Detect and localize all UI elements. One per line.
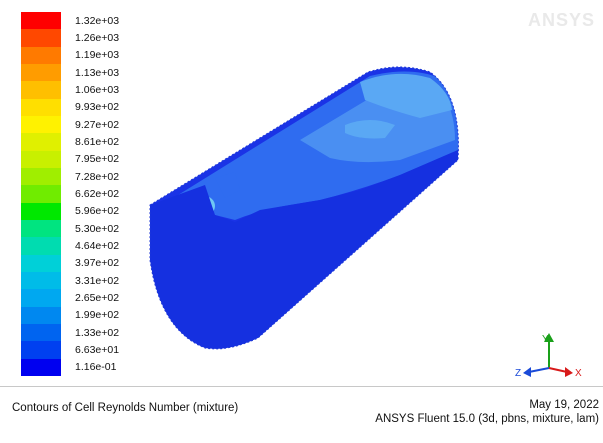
colormap-tick-label: 1.26e+03: [75, 32, 120, 44]
colormap-swatch: [21, 150, 61, 169]
colormap-tick-label: 1.32e+03: [75, 14, 120, 27]
colormap-tick-label: 8.61e+02: [75, 136, 120, 148]
colormap-tick-label: 3.97e+02: [75, 257, 120, 270]
colormap-swatch: [21, 254, 61, 273]
software-version: ANSYS Fluent 15.0 (3d, pbns, mixture, la…: [375, 413, 599, 425]
colormap-swatch: [21, 324, 61, 342]
colormap-swatch: [21, 64, 61, 82]
colormap-tick-label: 2.65e+02: [75, 292, 120, 304]
colormap-swatch: [21, 12, 61, 30]
colormap-swatch: [21, 29, 61, 48]
colormap-tick-label: 1.33e+02: [75, 326, 120, 339]
colormap-swatch: [21, 202, 61, 221]
ansys-watermark: ANSYS: [527, 10, 595, 30]
colormap-swatch: [21, 237, 61, 256]
colormap-swatch: [21, 168, 61, 186]
colormap-swatch: [21, 46, 61, 65]
colormap-swatch: [21, 81, 61, 100]
colormap-tick-label: 7.28e+02: [75, 170, 120, 183]
colormap-legend: [21, 12, 61, 377]
axis-triad: Y Z X: [515, 333, 582, 379]
colormap-tick-label: 1.99e+02: [75, 309, 120, 322]
x-axis-label: X: [575, 368, 582, 379]
colormap-tick-label: 1.06e+03: [75, 84, 120, 96]
colormap-tick-label: 5.96e+02: [75, 205, 120, 218]
z-axis-label: Z: [515, 368, 521, 379]
colormap-swatch: [21, 185, 61, 204]
colormap-swatch: [21, 220, 61, 238]
colormap-swatch: [21, 289, 61, 308]
colormap-swatch: [21, 116, 61, 134]
cylinder-contour-plot[interactable]: [0, 0, 603, 384]
plot-date: May 19, 2022: [529, 399, 599, 411]
cylinder-body: [150, 67, 459, 349]
plot-title: Contours of Cell Reynolds Number (mixtur…: [12, 402, 239, 414]
colormap-tick-label: 4.64e+02: [75, 240, 120, 252]
colormap-tick-label: 6.63e+01: [75, 344, 120, 356]
colormap-tick-label: 9.93e+02: [75, 101, 120, 114]
colormap-tick-label: 5.30e+02: [75, 222, 120, 235]
y-axis-label: Y: [542, 334, 549, 345]
graphics-viewport[interactable]: ANSYS 1.32e+03 1.26e+03 1.19e+03 1.13e+03 1.…: [0, 0, 603, 384]
colormap-tick-label: 1.16e-01: [75, 361, 117, 374]
colormap-tick-label: 3.31e+02: [75, 274, 120, 287]
info-bar: Contours of Cell Reynolds Number (mixtur…: [0, 386, 603, 443]
colormap-tick-label: 6.62e+02: [75, 188, 120, 200]
colormap-swatch: [21, 358, 61, 377]
colormap-swatch: [21, 306, 61, 325]
colormap-swatch: [21, 341, 61, 360]
colormap-swatch: [21, 133, 61, 152]
colormap-swatch: [21, 98, 61, 117]
colormap-tick-label: 7.95e+02: [75, 153, 120, 166]
colormap-tick-label: 9.27e+02: [75, 118, 120, 131]
colormap-tick-label: 1.19e+03: [75, 49, 120, 62]
colormap-tick-label: 1.13e+03: [75, 66, 120, 79]
colormap-swatch: [21, 272, 61, 290]
